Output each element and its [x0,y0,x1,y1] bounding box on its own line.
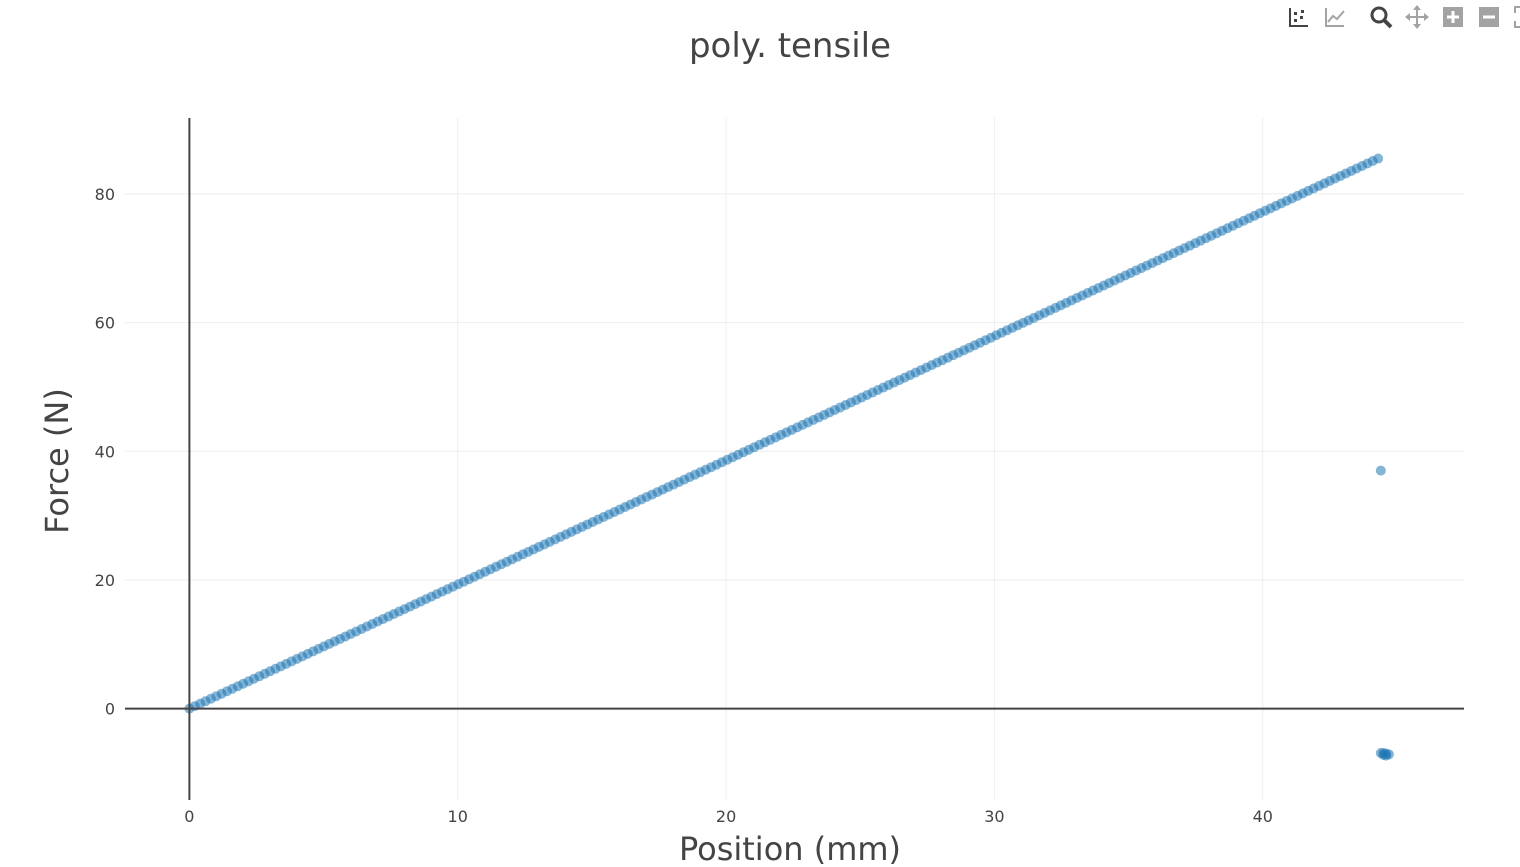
y-tick-label: 80 [95,185,115,204]
y-tick-label: 40 [95,442,115,461]
closest-data-icon[interactable] [1322,4,1348,30]
compare-data-icon[interactable] [1286,4,1312,30]
y-tick-labels: 0 20 40 60 80 [95,185,115,719]
x-axis-title: Position (mm) [679,830,901,867]
x-gridlines [457,118,1264,800]
zoom-in-icon[interactable] [1440,4,1466,30]
zoom-icon[interactable] [1368,4,1394,30]
y-tick-label: 0 [105,700,115,719]
data-point [1373,153,1384,164]
x-tick-labels: 0 10 20 30 40 [184,807,1273,826]
y-axis-title: Force (N) [38,388,76,534]
y-tick-label: 20 [95,571,115,590]
scatter-points [184,153,1394,761]
x-tick-label: 0 [184,807,194,826]
x-tick-label: 30 [984,807,1004,826]
data-point [1381,750,1392,761]
y-tick-label: 60 [95,314,115,333]
plot-modebar [1286,4,1520,30]
x-tick-label: 40 [1253,807,1273,826]
x-tick-label: 20 [716,807,736,826]
x-tick-label: 10 [448,807,468,826]
autoscale-icon[interactable] [1512,4,1520,30]
zoom-out-icon[interactable] [1476,4,1502,30]
data-point [1375,465,1386,476]
chart-title: poly. tensile [689,26,891,66]
pan-icon[interactable] [1404,4,1430,30]
y-gridlines [125,193,1464,581]
zero-axes [125,118,1464,800]
